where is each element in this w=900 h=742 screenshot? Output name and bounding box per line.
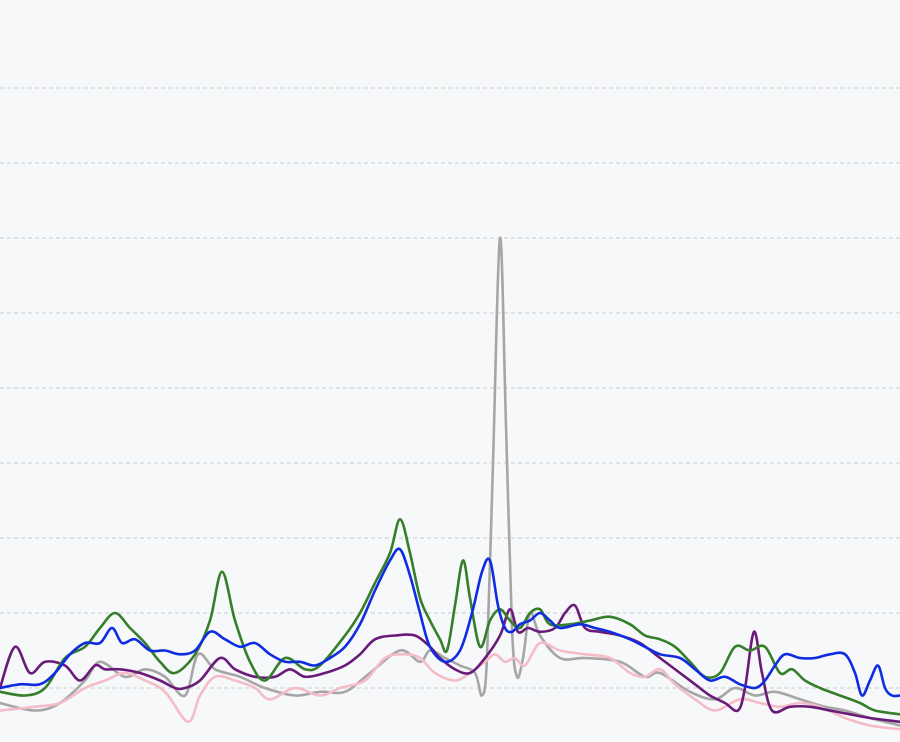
series-line-5 [0,547,900,698]
series-line-1 [0,236,900,727]
series-lines [0,236,900,731]
series-line-4 [0,518,900,716]
series-line-3 [0,603,900,724]
gridlines [0,87,900,689]
